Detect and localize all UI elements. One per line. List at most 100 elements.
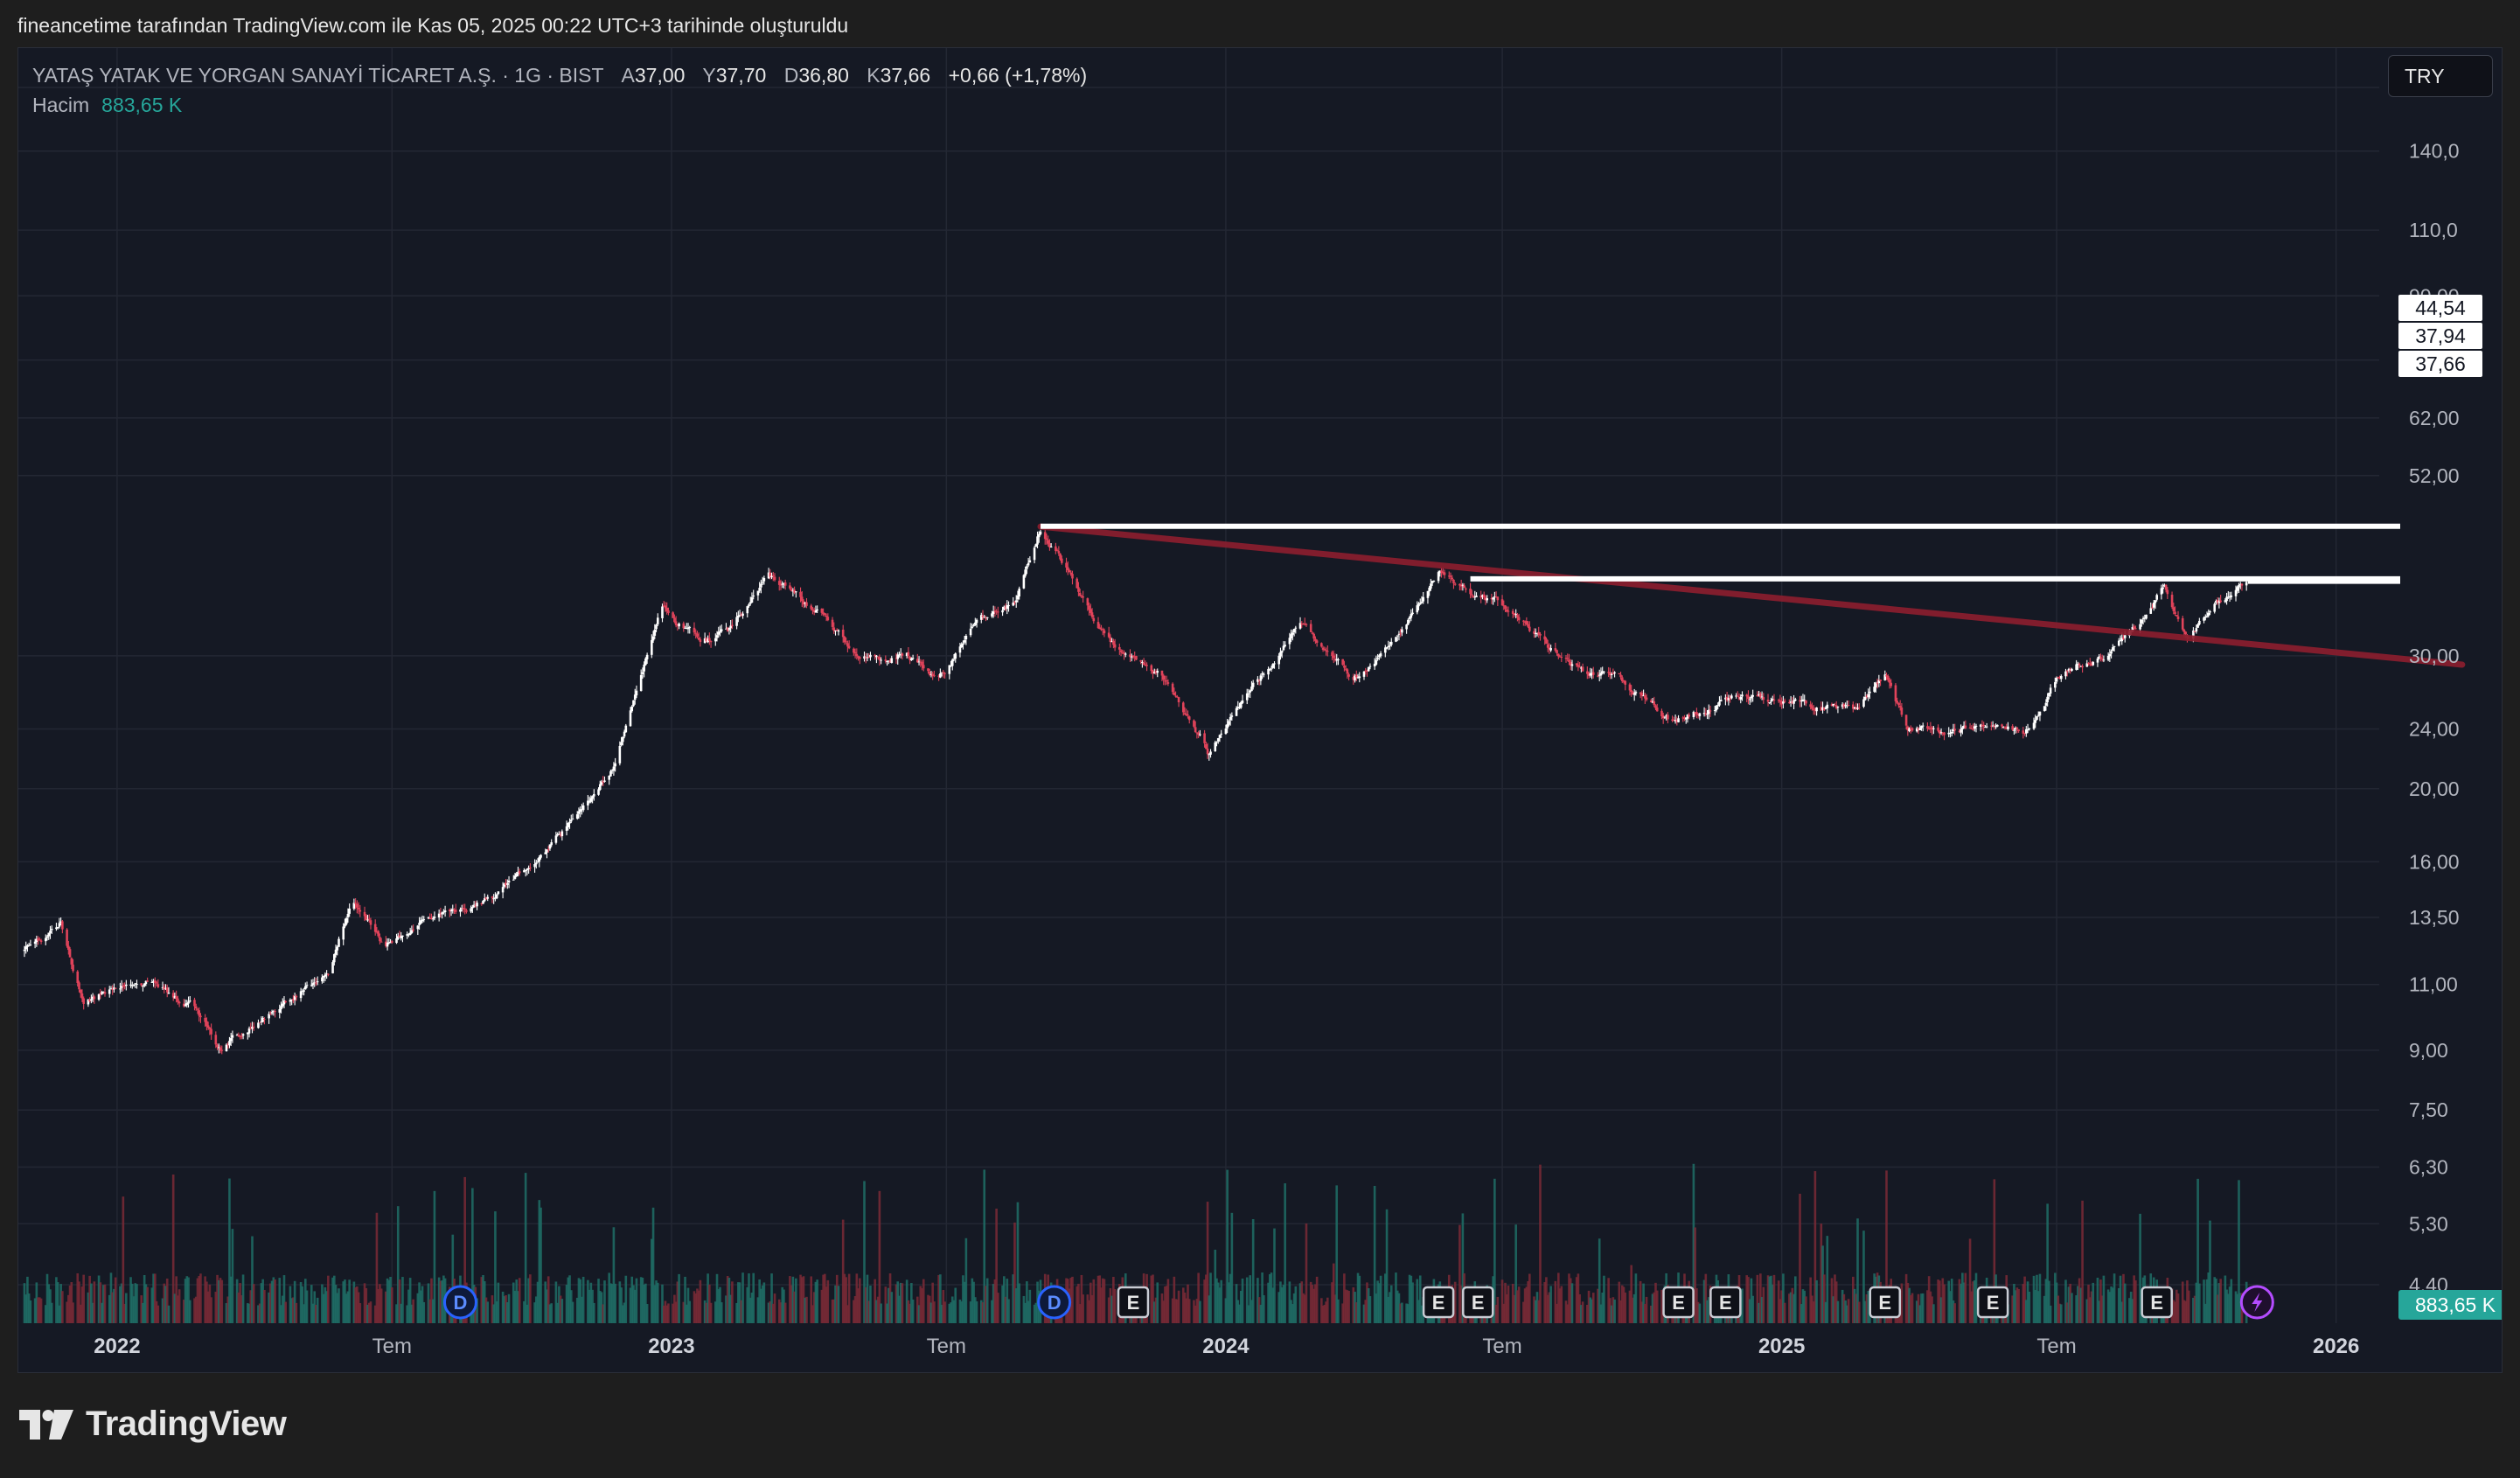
candle-body (1537, 631, 1541, 635)
volume-bar (1941, 1278, 1945, 1323)
earnings-marker-icon[interactable] (2141, 1286, 2173, 1319)
volume-bar (1183, 1293, 1187, 1323)
candle-body (2058, 677, 2061, 679)
candle-body (1326, 651, 1329, 652)
candle-body (1096, 622, 1100, 629)
candle-body (1760, 696, 1764, 698)
candle-body (449, 910, 453, 912)
earnings-marker-icon[interactable] (1869, 1286, 1902, 1319)
volume-bar (1939, 1280, 1941, 1323)
candle-body (1994, 725, 1997, 728)
volume-bar (1279, 1281, 1282, 1323)
volume-bar (1354, 1292, 1356, 1323)
open-value: 37,00 (634, 64, 686, 87)
volume-bar (2120, 1301, 2124, 1323)
candle-body (1135, 656, 1138, 660)
volume-bar (1910, 1294, 1912, 1323)
volume-bar (1748, 1299, 1751, 1323)
volume-bar (2071, 1293, 2073, 1323)
volume-bar (1834, 1274, 1836, 1323)
candle-body (1577, 665, 1580, 667)
candle-body (1294, 627, 1298, 629)
volume-bar (962, 1275, 964, 1323)
tradingview-logo[interactable]: TradingView (19, 1405, 287, 1444)
volume-bar (2013, 1283, 2015, 1323)
earnings-marker-icon[interactable] (1422, 1286, 1455, 1319)
volume-bar (1591, 1293, 1595, 1323)
candle-body (858, 657, 861, 659)
volume-bar (1107, 1297, 1110, 1323)
currency-button[interactable]: TRY (2388, 55, 2493, 97)
candle-body (454, 910, 457, 912)
volume-bar (804, 1297, 807, 1323)
volume-bar (1174, 1299, 1177, 1323)
candle-body (810, 605, 813, 610)
candle-body (39, 940, 43, 942)
volume-bar (943, 1301, 946, 1323)
volume-label[interactable]: Hacim (32, 94, 90, 116)
volume-bar (529, 1274, 532, 1323)
price-tick-label: 5,30 (2409, 1212, 2448, 1235)
candle-body (1420, 601, 1424, 603)
candle-body (1166, 682, 1170, 684)
earnings-marker-label: E (2150, 1292, 2163, 1314)
volume-bar (1612, 1297, 1615, 1323)
earnings-marker-icon[interactable] (1462, 1286, 1494, 1319)
volume-bar (714, 1301, 717, 1323)
volume-bar (922, 1279, 925, 1323)
candle-body (299, 991, 303, 999)
candle-body (779, 584, 783, 586)
earnings-marker-icon[interactable] (1117, 1286, 1150, 1319)
candle-body (26, 945, 29, 947)
candle-body (494, 897, 497, 899)
earnings-marker-icon[interactable] (1662, 1286, 1695, 1319)
candle-body (359, 910, 362, 912)
candle-body (922, 665, 925, 669)
volume-bar (274, 1279, 276, 1323)
volume-bar (1113, 1289, 1117, 1323)
candle-body (1471, 594, 1473, 596)
candle-body (1598, 674, 1601, 676)
volume-bar (919, 1286, 922, 1323)
candle-body (835, 630, 839, 631)
volume-bar (841, 1219, 845, 1323)
candle-body (1263, 673, 1265, 675)
volume-bar (1004, 1296, 1007, 1323)
volume-bar (1007, 1299, 1010, 1323)
candle-body (442, 911, 445, 913)
candle-body (2110, 651, 2113, 654)
volume-bar (1591, 1299, 1593, 1323)
candle-body (428, 917, 432, 919)
earnings-marker-icon[interactable] (1976, 1286, 2009, 1319)
volume-bar (874, 1279, 876, 1323)
dividend-marker-icon[interactable] (442, 1285, 477, 1320)
volume-bar (387, 1279, 391, 1323)
symbol-name[interactable]: YATAŞ YATAK VE YORGAN SANAYİ TİCARET A.Ş… (32, 64, 604, 87)
candle-body (357, 908, 360, 910)
dividend-marker-icon[interactable] (1037, 1285, 1072, 1320)
volume-bar (50, 1302, 53, 1323)
volume-bar (1791, 1287, 1794, 1323)
candle-body (367, 918, 371, 920)
volume-bar (2131, 1299, 2134, 1323)
candle-body (1109, 637, 1112, 642)
candle-body (1331, 652, 1333, 657)
candle-body (1493, 596, 1496, 597)
candle-body (2152, 602, 2155, 608)
volume-bar (993, 1279, 997, 1323)
volume-value: 883,65 K (101, 94, 183, 116)
candle-body (1176, 696, 1179, 698)
candle-body (1812, 708, 1815, 711)
volume-bar (72, 1302, 74, 1323)
trendline[interactable] (1037, 523, 2466, 668)
candle-body (1688, 715, 1691, 717)
candle-body (2034, 720, 2037, 723)
volume-bar (45, 1273, 49, 1323)
earnings-marker-icon[interactable] (1709, 1286, 1742, 1319)
candle-body (55, 927, 58, 930)
candle-body (157, 984, 160, 987)
candle-body (1440, 570, 1443, 573)
volume-bar (512, 1282, 515, 1323)
